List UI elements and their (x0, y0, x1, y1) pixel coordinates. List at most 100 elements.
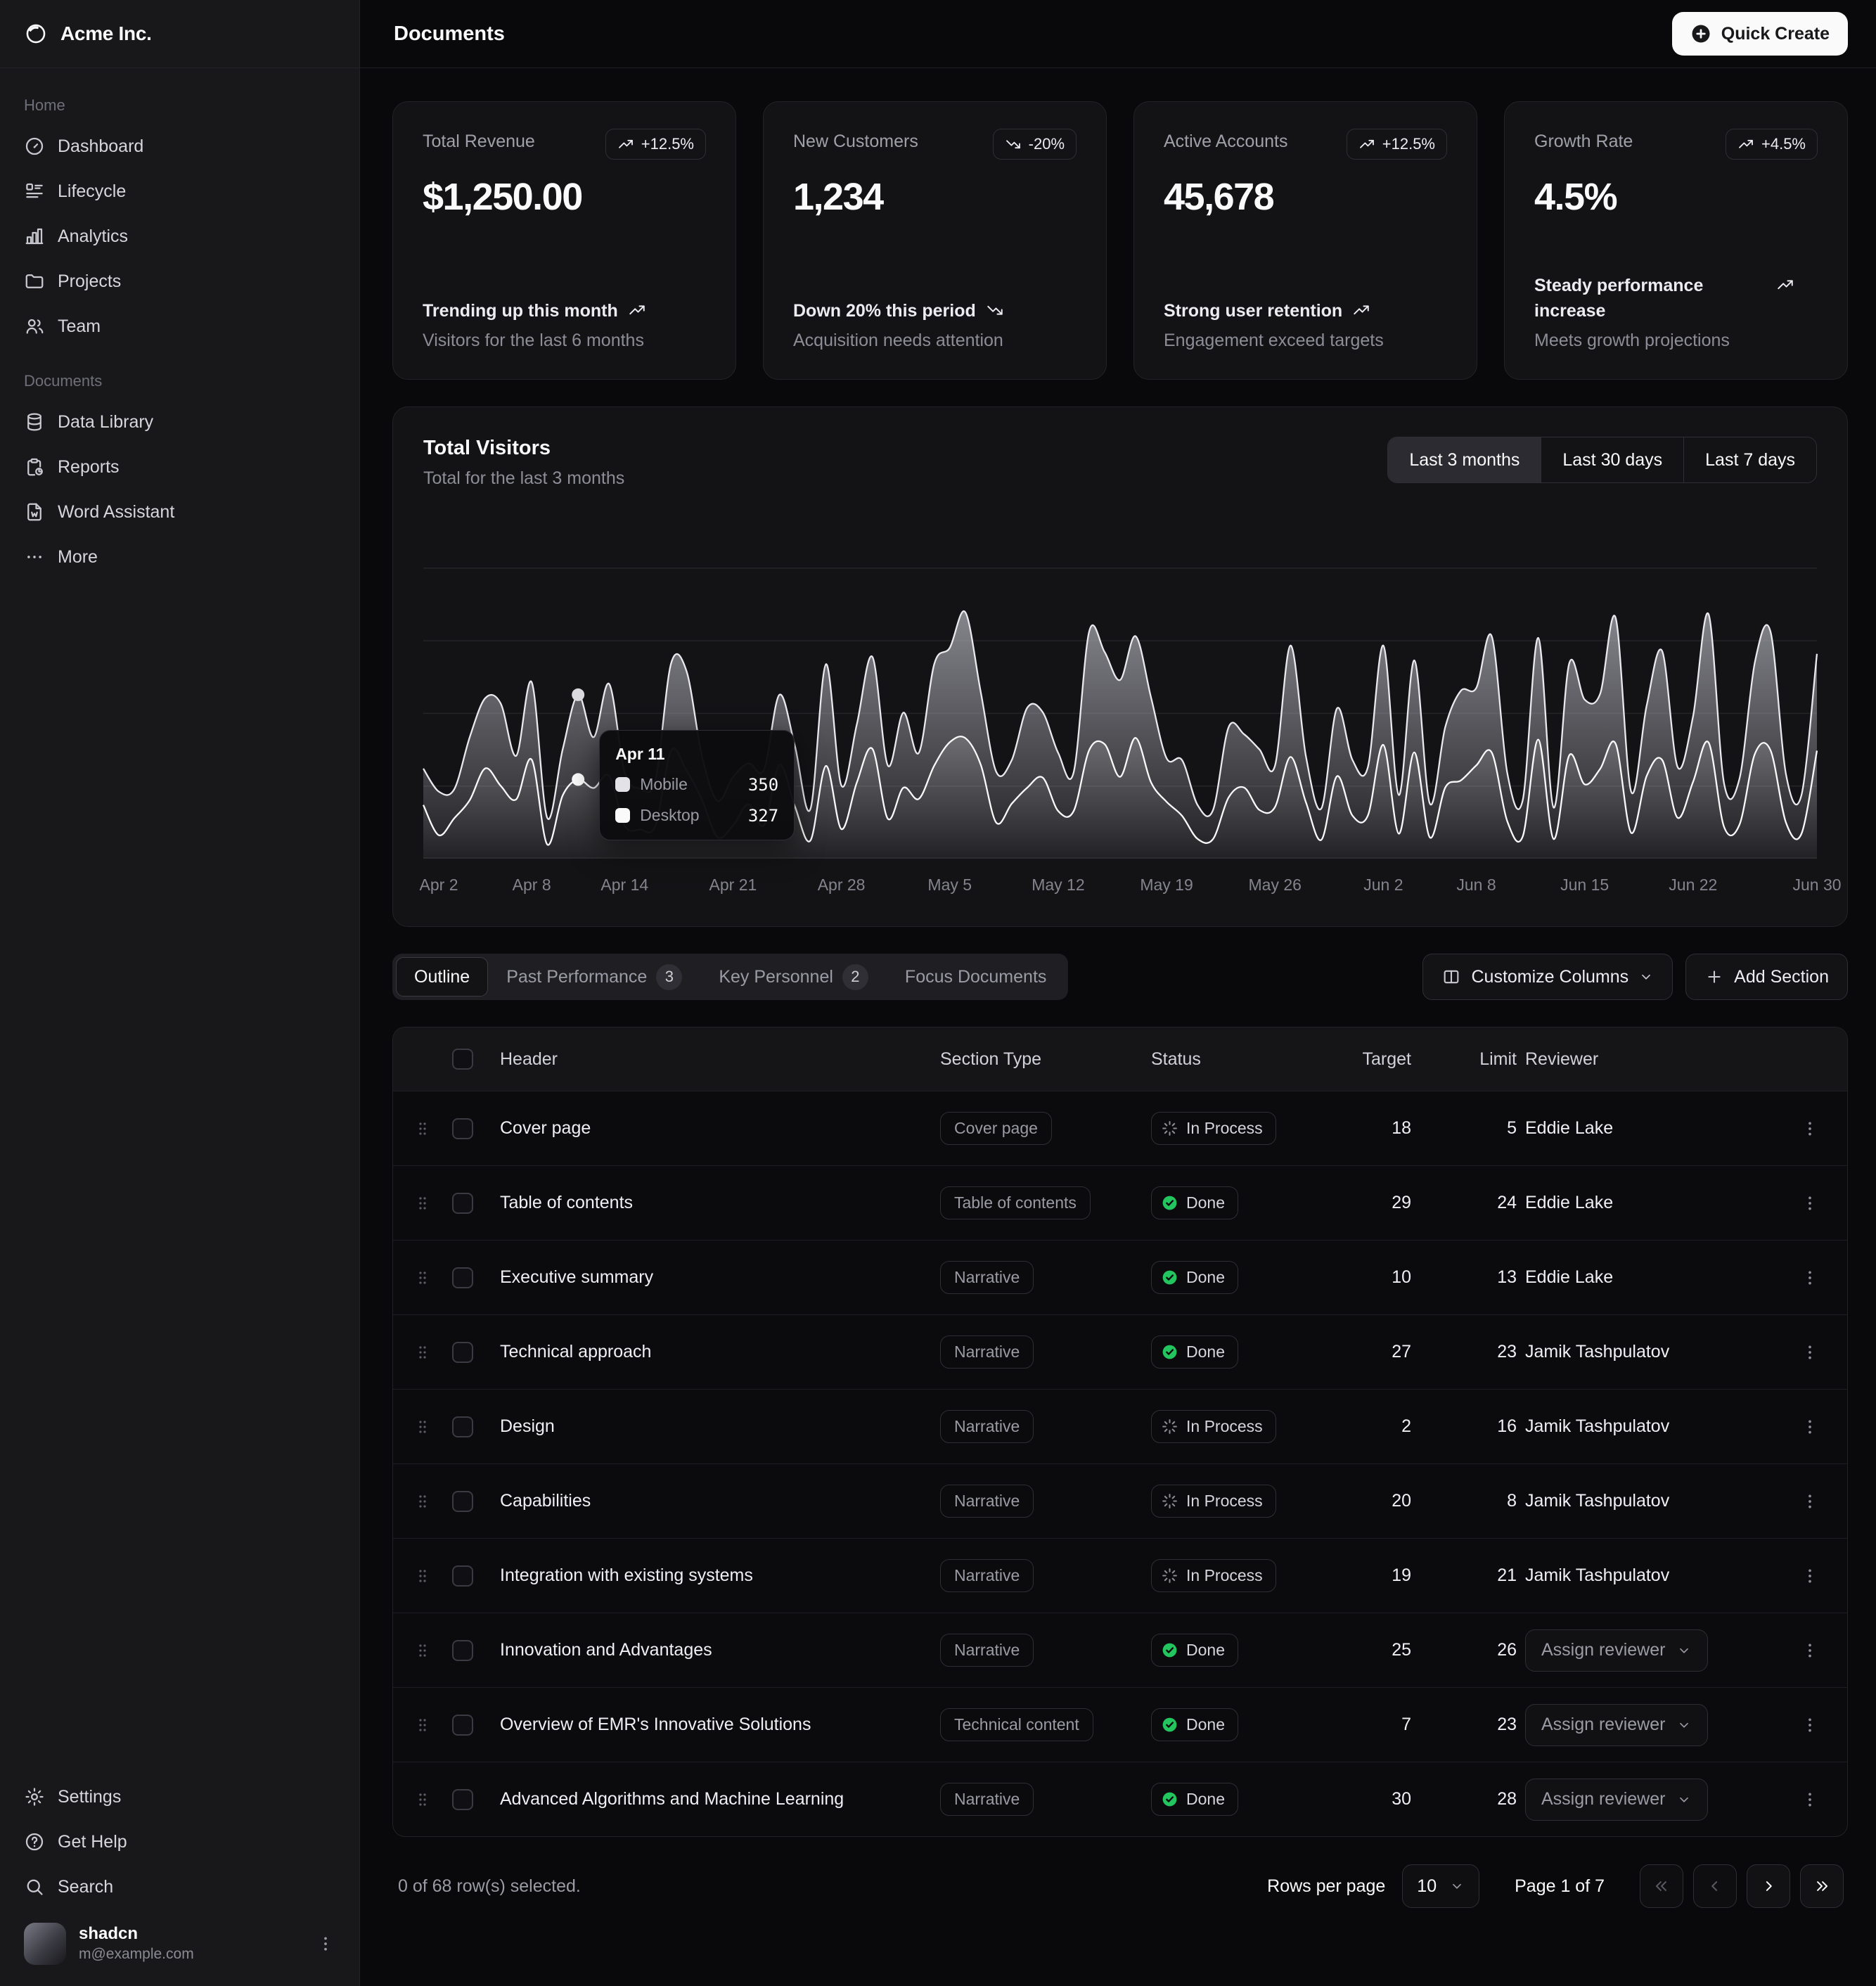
assign-reviewer-select[interactable]: Assign reviewer (1525, 1704, 1708, 1746)
drag-handle[interactable] (393, 1194, 452, 1212)
row-actions-button[interactable] (1773, 1790, 1847, 1809)
kebab-icon (1800, 1268, 1820, 1288)
drag-handle[interactable] (393, 1418, 452, 1436)
range-option-last-3-months[interactable]: Last 3 months (1388, 437, 1541, 482)
row-header-cell[interactable]: Innovation and Advantages (500, 1640, 940, 1660)
row-header-cell[interactable]: Executive summary (500, 1267, 940, 1288)
row-checkbox[interactable] (452, 1640, 473, 1661)
sidebar-item-more[interactable]: More (11, 537, 348, 577)
sidebar-item-settings[interactable]: Settings (11, 1776, 348, 1817)
sidebar-item-projects[interactable]: Projects (11, 261, 348, 302)
target-cell[interactable]: 10 (1335, 1267, 1420, 1288)
next-page-button[interactable] (1747, 1864, 1790, 1908)
sidebar-item-team[interactable]: Team (11, 306, 348, 347)
add-section-button[interactable]: Add Section (1685, 954, 1848, 1000)
row-header-cell[interactable]: Table of contents (500, 1193, 940, 1213)
target-cell[interactable]: 29 (1335, 1193, 1420, 1213)
drag-handle[interactable] (393, 1120, 452, 1138)
limit-cell[interactable]: 28 (1420, 1789, 1525, 1809)
row-header-cell[interactable]: Design (500, 1416, 940, 1437)
row-checkbox[interactable] (452, 1118, 473, 1139)
limit-cell[interactable]: 26 (1420, 1640, 1525, 1660)
target-cell[interactable]: 19 (1335, 1565, 1420, 1586)
row-checkbox[interactable] (452, 1342, 473, 1363)
range-option-last-30-days[interactable]: Last 30 days (1541, 437, 1683, 482)
row-actions-button[interactable] (1773, 1193, 1847, 1213)
chart-x-axis: Apr 2Apr 8Apr 14Apr 21Apr 28May 5May 12M… (423, 870, 1817, 899)
target-cell[interactable]: 7 (1335, 1715, 1420, 1735)
reviewer-name: Eddie Lake (1525, 1118, 1613, 1138)
limit-cell[interactable]: 23 (1420, 1342, 1525, 1362)
user-menu[interactable]: shadcn m@example.com (11, 1911, 348, 1982)
row-actions-button[interactable] (1773, 1641, 1847, 1660)
drag-handle[interactable] (393, 1716, 452, 1734)
tab-past-performance[interactable]: Past Performance3 (488, 957, 700, 997)
user-kebab-icon[interactable] (316, 1934, 335, 1954)
drag-handle[interactable] (393, 1641, 452, 1660)
sidebar-item-data-library[interactable]: Data Library (11, 402, 348, 442)
drag-handle[interactable] (393, 1492, 452, 1511)
limit-cell[interactable]: 21 (1420, 1565, 1525, 1586)
target-cell[interactable]: 2 (1335, 1416, 1420, 1437)
row-checkbox[interactable] (452, 1193, 473, 1214)
sidebar-brand[interactable]: Acme Inc. (0, 0, 359, 68)
visitors-chart-card: Total Visitors Total for the last 3 mont… (392, 406, 1848, 927)
drag-handle[interactable] (393, 1269, 452, 1287)
rows-per-page-select[interactable]: 10 (1402, 1864, 1479, 1908)
row-checkbox[interactable] (452, 1789, 473, 1810)
row-actions-button[interactable] (1773, 1119, 1847, 1139)
drag-handle[interactable] (393, 1567, 452, 1585)
target-cell[interactable]: 25 (1335, 1640, 1420, 1660)
select-all-checkbox[interactable] (452, 1049, 473, 1070)
row-header-cell[interactable]: Integration with existing systems (500, 1565, 940, 1586)
sidebar-item-lifecycle[interactable]: Lifecycle (11, 171, 348, 212)
assign-reviewer-select[interactable]: Assign reviewer (1525, 1629, 1708, 1672)
target-cell[interactable]: 18 (1335, 1118, 1420, 1139)
first-page-button[interactable] (1640, 1864, 1683, 1908)
row-header-cell[interactable]: Advanced Algorithms and Machine Learning (500, 1789, 940, 1809)
tab-focus-documents[interactable]: Focus Documents (887, 957, 1065, 997)
limit-cell[interactable]: 24 (1420, 1193, 1525, 1213)
limit-cell[interactable]: 23 (1420, 1715, 1525, 1735)
drag-handle[interactable] (393, 1790, 452, 1809)
sidebar-item-get-help[interactable]: Get Help (11, 1821, 348, 1862)
last-page-button[interactable] (1800, 1864, 1844, 1908)
row-checkbox[interactable] (452, 1416, 473, 1437)
tab-outline[interactable]: Outline (396, 957, 488, 997)
sidebar-item-analytics[interactable]: Analytics (11, 216, 348, 257)
range-option-last-7-days[interactable]: Last 7 days (1683, 437, 1816, 482)
drag-handle[interactable] (393, 1343, 452, 1362)
sidebar-item-word-assistant[interactable]: Word Assistant (11, 492, 348, 532)
sidebar-item-reports[interactable]: Reports (11, 447, 348, 487)
row-checkbox[interactable] (452, 1715, 473, 1736)
row-actions-button[interactable] (1773, 1268, 1847, 1288)
row-header-cell[interactable]: Capabilities (500, 1491, 940, 1511)
quick-create-button[interactable]: Quick Create (1672, 12, 1848, 56)
row-actions-button[interactable] (1773, 1566, 1847, 1586)
row-actions-button[interactable] (1773, 1492, 1847, 1511)
row-header-cell[interactable]: Technical approach (500, 1342, 940, 1362)
target-cell[interactable]: 20 (1335, 1491, 1420, 1511)
limit-cell[interactable]: 16 (1420, 1416, 1525, 1437)
area-chart[interactable]: Apr 11 Mobile 350 Desktop 327 (423, 520, 1817, 859)
row-actions-button[interactable] (1773, 1715, 1847, 1735)
status-label: In Process (1186, 1566, 1263, 1585)
row-header-cell[interactable]: Overview of EMR's Innovative Solutions (500, 1715, 940, 1735)
assign-reviewer-select[interactable]: Assign reviewer (1525, 1779, 1708, 1821)
row-actions-button[interactable] (1773, 1417, 1847, 1437)
row-checkbox[interactable] (452, 1267, 473, 1288)
target-cell[interactable]: 27 (1335, 1342, 1420, 1362)
prev-page-button[interactable] (1693, 1864, 1737, 1908)
limit-cell[interactable]: 13 (1420, 1267, 1525, 1288)
customize-columns-button[interactable]: Customize Columns (1422, 954, 1673, 1000)
limit-cell[interactable]: 8 (1420, 1491, 1525, 1511)
row-checkbox[interactable] (452, 1491, 473, 1512)
target-cell[interactable]: 30 (1335, 1789, 1420, 1809)
sidebar-item-dashboard[interactable]: Dashboard (11, 126, 348, 167)
row-header-cell[interactable]: Cover page (500, 1118, 940, 1139)
limit-cell[interactable]: 5 (1420, 1118, 1525, 1139)
tab-key-personnel[interactable]: Key Personnel2 (700, 957, 887, 997)
row-actions-button[interactable] (1773, 1343, 1847, 1362)
row-checkbox[interactable] (452, 1565, 473, 1587)
sidebar-item-search[interactable]: Search (11, 1866, 348, 1907)
